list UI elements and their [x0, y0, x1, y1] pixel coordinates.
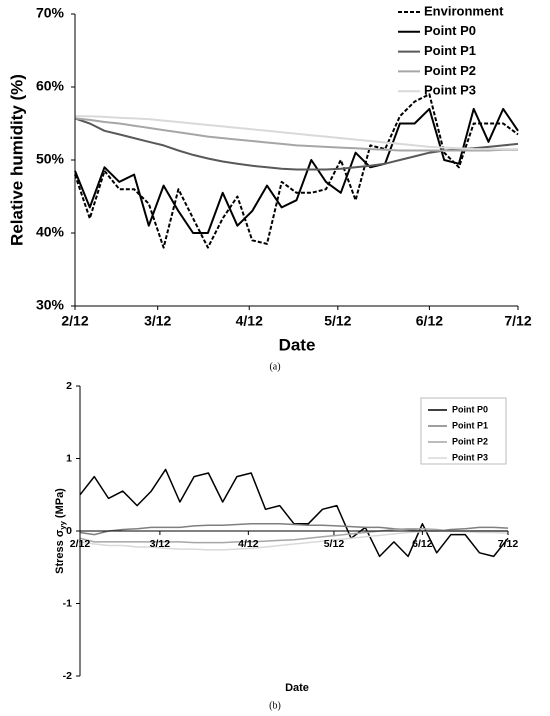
caption: (b): [269, 700, 281, 711]
x-tick-label: 4/12: [238, 538, 259, 550]
series-line: [74, 107, 519, 234]
legend-label: Point P0: [452, 404, 488, 414]
legend-label: Environment: [424, 3, 504, 18]
y-tick-label: -2: [63, 670, 72, 682]
series-line: [74, 117, 518, 152]
series-line: [75, 115, 518, 151]
y-tick-label: -1: [63, 597, 72, 609]
caption: (a): [269, 361, 280, 372]
y-axis-label-part: (MPa): [54, 488, 66, 518]
y-axis-label-part: yy: [58, 520, 67, 529]
y-axis-label: Stress σyy (MPa): [54, 488, 67, 574]
y-tick-label: 50%: [36, 151, 65, 167]
series-line: [79, 528, 508, 544]
x-tick-label: 7/12: [498, 538, 519, 550]
legend-label: Point P1: [452, 420, 488, 430]
y-tick-label: 2: [66, 380, 72, 392]
y-axis-label-part: Stress σ: [54, 529, 66, 574]
x-tick-label: 2/12: [70, 538, 91, 550]
x-tick-label: 7/12: [504, 313, 531, 329]
legend-label: Point P2: [452, 436, 488, 446]
y-tick-label: 0: [66, 525, 72, 537]
x-tick-label: 5/12: [324, 313, 351, 329]
x-axis-label: Date: [279, 335, 316, 354]
x-tick-label: 3/12: [144, 313, 171, 329]
y-tick-label: 30%: [36, 297, 65, 313]
y-tick-label: 40%: [36, 224, 65, 240]
legend-box: [420, 397, 507, 465]
x-tick-label: 6/12: [416, 313, 443, 329]
y-tick-label: 60%: [36, 78, 65, 94]
y-tick-label: 1: [66, 452, 72, 464]
series-line: [74, 93, 519, 249]
y-tick-label: 70%: [36, 5, 65, 21]
x-tick-label: 5/12: [324, 538, 345, 550]
series-line: [79, 523, 509, 536]
legend-label: Point P3: [424, 83, 476, 98]
x-tick-label: 3/12: [150, 538, 171, 550]
x-tick-label: 6/12: [412, 538, 433, 550]
legend-label: Point P0: [424, 23, 476, 38]
legend-label: Point P3: [452, 452, 488, 462]
x-tick-label: 4/12: [236, 313, 263, 329]
y-axis-label: Relative humidity (%): [7, 74, 26, 246]
x-tick-label: 2/12: [61, 313, 88, 329]
legend-label: Point P1: [424, 43, 476, 58]
x-axis-label: Date: [285, 682, 309, 694]
legend-label: Point P2: [424, 63, 476, 78]
